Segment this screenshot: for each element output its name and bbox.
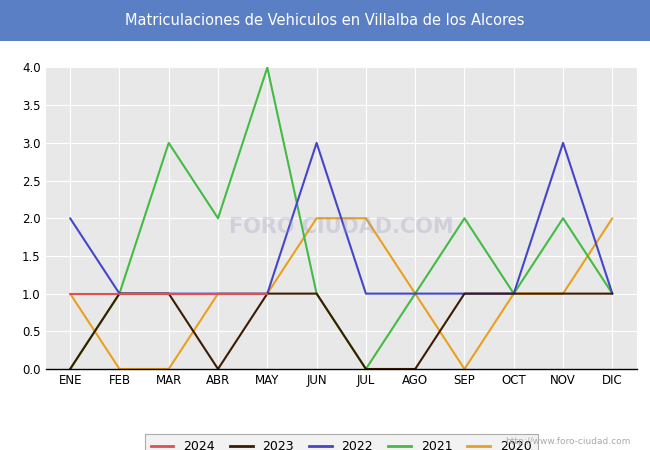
Text: Matriculaciones de Vehiculos en Villalba de los Alcores: Matriculaciones de Vehiculos en Villalba… — [125, 13, 525, 28]
Text: FORO CIUDAD.COM: FORO CIUDAD.COM — [229, 217, 454, 237]
Text: http://www.foro-ciudad.com: http://www.foro-ciudad.com — [505, 436, 630, 446]
Legend: 2024, 2023, 2022, 2021, 2020: 2024, 2023, 2022, 2021, 2020 — [144, 434, 538, 450]
